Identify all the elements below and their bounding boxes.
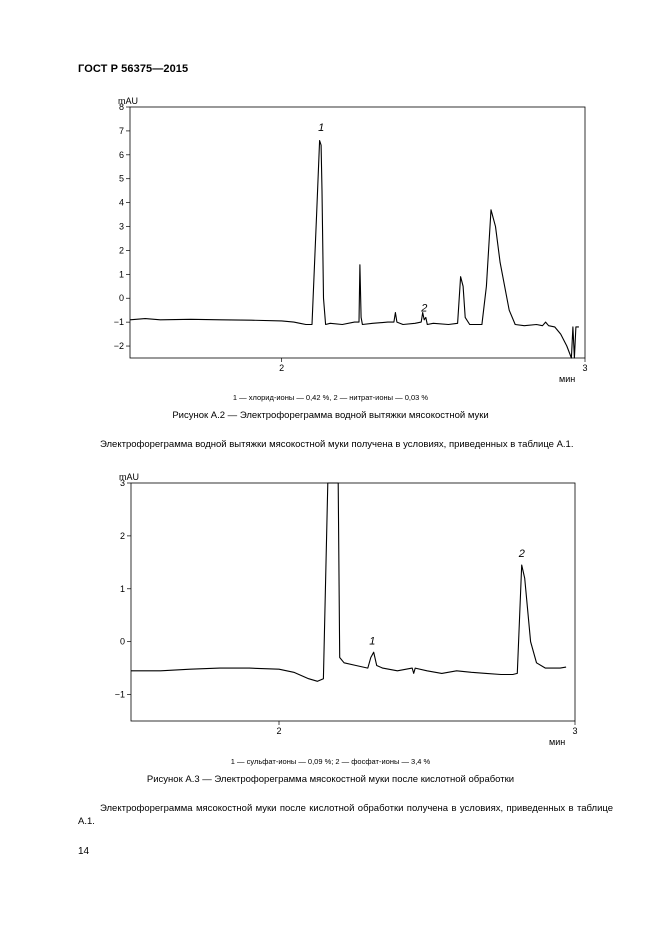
- a2-ytick-label: 6: [119, 150, 124, 160]
- a3-xtick-label: 3: [572, 726, 577, 736]
- a2-ytick-label: −1: [114, 317, 124, 327]
- a2-ytick-label: 3: [119, 222, 124, 232]
- a2-peak-label: 2: [420, 302, 427, 314]
- page-number: 14: [78, 846, 90, 857]
- a2-xtick-label: 3: [582, 363, 587, 373]
- a3-xlabel: мин: [549, 737, 565, 747]
- paragraph-2: Электрофореграмма мясокостной муки после…: [78, 803, 613, 827]
- a3-ylabel: mAU: [119, 472, 139, 482]
- a3-ytick-label: 3: [120, 478, 125, 488]
- a2-series-line: [129, 139, 579, 359]
- a2-ytick-label: 1: [119, 269, 124, 279]
- a2-xtick-label: 2: [279, 363, 284, 373]
- figure-a2-caption: Рисунок А.2 — Электрофореграмма водной в…: [172, 410, 489, 421]
- a3-ytick-label: 0: [120, 637, 125, 647]
- a2-peak-label: 1: [318, 122, 324, 134]
- a2-ytick-label: −2: [114, 341, 124, 351]
- a2-ytick-label: 7: [119, 126, 124, 136]
- document-header: ГОСТ Р 56375—2015: [78, 63, 189, 75]
- a2-ytick-label: 4: [119, 198, 124, 208]
- a3-peak-label: 2: [518, 548, 525, 560]
- a2-ylabel: mAU: [118, 96, 138, 106]
- a2-ytick-label: 2: [119, 245, 124, 255]
- a3-ytick-label: 2: [120, 531, 125, 541]
- figure-a3-caption: Рисунок А.3 — Электрофореграмма мясокост…: [146, 774, 515, 785]
- a2-xlabel: мин: [559, 374, 575, 384]
- a3-ytick-label: −1: [115, 690, 125, 700]
- paragraph-1: Электрофореграмма водной вытяжки мясокос…: [100, 439, 574, 450]
- figure-a2-legend: 1 — хлорид-ионы — 0,42 %, 2 — нитрат-ион…: [232, 393, 429, 402]
- a2-ytick-label: 5: [119, 174, 124, 184]
- a3-series-line: [131, 482, 567, 682]
- a2-ytick-label: 0: [119, 293, 124, 303]
- a3-plot-frame: [130, 482, 576, 722]
- figure-a3-legend: 1 — сульфат-ионы — 0,09 %; 2 — фосфат-ио…: [230, 757, 431, 766]
- a3-xtick-label: 2: [276, 726, 281, 736]
- a3-ytick-label: 1: [120, 584, 125, 594]
- a2-ytick-label: 8: [119, 102, 124, 112]
- a2-plot-frame: [129, 106, 586, 359]
- a3-peak-label: 1: [369, 635, 375, 647]
